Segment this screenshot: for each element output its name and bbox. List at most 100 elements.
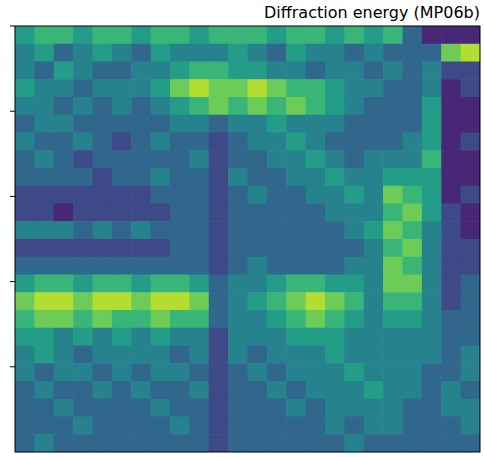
- cell: [383, 417, 403, 435]
- cell: [364, 399, 384, 417]
- cell: [306, 150, 326, 168]
- cell: [73, 44, 93, 62]
- cell: [306, 186, 326, 204]
- cell: [248, 346, 268, 364]
- cell: [461, 328, 480, 346]
- cell: [112, 381, 132, 399]
- cell: [34, 399, 54, 417]
- cell: [34, 168, 54, 186]
- cell: [131, 434, 151, 452]
- cell: [325, 150, 345, 168]
- cell: [228, 150, 248, 168]
- cell: [54, 221, 74, 239]
- cell: [248, 204, 268, 222]
- cell: [403, 186, 423, 204]
- cell: [325, 399, 345, 417]
- cell: [403, 115, 423, 133]
- cell: [441, 44, 461, 62]
- cell: [15, 239, 35, 257]
- cell: [441, 239, 461, 257]
- cell: [344, 221, 364, 239]
- cell: [383, 115, 403, 133]
- cell: [131, 115, 151, 133]
- cell: [189, 310, 209, 328]
- cell: [364, 434, 384, 452]
- cell: [461, 79, 480, 97]
- cell: [403, 150, 423, 168]
- cell: [403, 417, 423, 435]
- cell: [286, 257, 306, 275]
- cell: [325, 292, 345, 310]
- cell: [34, 79, 54, 97]
- cell: [131, 257, 151, 275]
- cell: [403, 239, 423, 257]
- cell: [403, 62, 423, 80]
- cell: [54, 133, 74, 151]
- cell: [441, 275, 461, 293]
- cell: [364, 239, 384, 257]
- cell: [267, 381, 287, 399]
- cell: [364, 346, 384, 364]
- cell: [73, 133, 93, 151]
- cell: [344, 26, 364, 44]
- cell: [403, 399, 423, 417]
- cell: [209, 381, 229, 399]
- cell: [344, 328, 364, 346]
- cell: [15, 434, 35, 452]
- cell: [422, 275, 442, 293]
- cell: [170, 399, 190, 417]
- cell: [306, 115, 326, 133]
- cell: [344, 150, 364, 168]
- cell: [267, 275, 287, 293]
- cell: [93, 221, 113, 239]
- cell: [228, 257, 248, 275]
- cell: [344, 168, 364, 186]
- cell: [34, 434, 54, 452]
- cell: [267, 310, 287, 328]
- cell: [267, 186, 287, 204]
- cell: [112, 310, 132, 328]
- cell: [228, 115, 248, 133]
- cell: [209, 79, 229, 97]
- cell: [403, 310, 423, 328]
- cell: [189, 168, 209, 186]
- cell: [267, 257, 287, 275]
- cell: [73, 115, 93, 133]
- cell: [248, 239, 268, 257]
- cell: [209, 186, 229, 204]
- cell: [34, 150, 54, 168]
- cell: [112, 399, 132, 417]
- cell: [131, 381, 151, 399]
- cell: [267, 115, 287, 133]
- cell: [461, 381, 480, 399]
- cell: [306, 292, 326, 310]
- cell: [422, 115, 442, 133]
- cell: [189, 133, 209, 151]
- cell: [228, 417, 248, 435]
- cell: [364, 62, 384, 80]
- cell: [306, 381, 326, 399]
- cell: [441, 204, 461, 222]
- cell: [34, 186, 54, 204]
- cell: [364, 417, 384, 435]
- cell: [364, 186, 384, 204]
- cell: [383, 186, 403, 204]
- cell: [112, 434, 132, 452]
- cell: [441, 257, 461, 275]
- cell: [422, 221, 442, 239]
- cell: [34, 257, 54, 275]
- cell: [364, 363, 384, 381]
- cell: [364, 26, 384, 44]
- cell: [286, 186, 306, 204]
- cell: [15, 204, 35, 222]
- cell: [344, 363, 364, 381]
- cell: [306, 26, 326, 44]
- cell: [306, 239, 326, 257]
- cell: [364, 221, 384, 239]
- cell: [93, 133, 113, 151]
- cell: [364, 204, 384, 222]
- cell: [364, 310, 384, 328]
- cell: [441, 221, 461, 239]
- cell: [15, 399, 35, 417]
- cell: [15, 79, 35, 97]
